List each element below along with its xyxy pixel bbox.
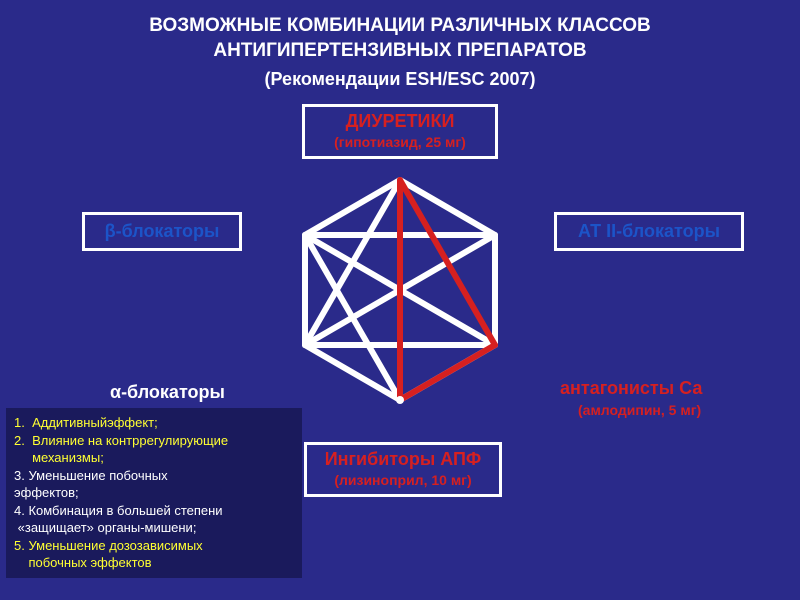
acei-label: Ингибиторы АПФ bbox=[321, 449, 485, 470]
node-alpha-blockers: α-блокаторы bbox=[110, 382, 225, 403]
diuretics-label: ДИУРЕТИКИ bbox=[319, 111, 481, 132]
node-ace-inhibitors: Ингибиторы АПФ (лизиноприл, 10 мг) bbox=[304, 442, 502, 497]
note-line: 4. Комбинация в большей степени «защищае… bbox=[14, 502, 294, 537]
hexagon-diagram bbox=[280, 150, 520, 430]
at2-label: АТ II-блокаторы bbox=[571, 221, 727, 242]
beta-label: β-блокаторы bbox=[99, 221, 225, 242]
note-line: 2. Влияние на контррегулирующие механизм… bbox=[14, 432, 294, 467]
note-line: 1. Аддитивныйэффект; bbox=[14, 414, 294, 432]
node-ca-antagonists: антагонисты Са bbox=[560, 378, 702, 399]
note-line: 5. Уменьшение дозозависимых побочных эфф… bbox=[14, 537, 294, 572]
diuretics-sub: (гипотиазид, 25 мг) bbox=[319, 134, 481, 150]
page-title: ВОЗМОЖНЫЕ КОМБИНАЦИИ РАЗЛИЧНЫХ КЛАССОВ А… bbox=[0, 0, 800, 63]
notes-panel: 1. Аддитивныйэффект;2. Влияние на контрр… bbox=[6, 408, 302, 578]
title-line-1: ВОЗМОЖНЫЕ КОМБИНАЦИИ РАЗЛИЧНЫХ КЛАССОВ bbox=[149, 15, 651, 36]
acei-sub: (лизиноприл, 10 мг) bbox=[321, 472, 485, 488]
node-beta-blockers: β-блокаторы bbox=[82, 212, 242, 251]
node-diuretics: ДИУРЕТИКИ (гипотиазид, 25 мг) bbox=[302, 104, 498, 159]
page-subtitle: (Рекомендации ESH/ESC 2007) bbox=[0, 69, 800, 90]
title-line-2: АНТИГИПЕРТЕНЗИВНЫХ ПРЕПАРАТОВ bbox=[213, 40, 586, 61]
ca-antagonists-sub: (амлодипин, 5 мг) bbox=[578, 402, 701, 418]
node-at2-blockers: АТ II-блокаторы bbox=[554, 212, 744, 251]
note-line: 3. Уменьшение побочных эффектов; bbox=[14, 467, 294, 502]
